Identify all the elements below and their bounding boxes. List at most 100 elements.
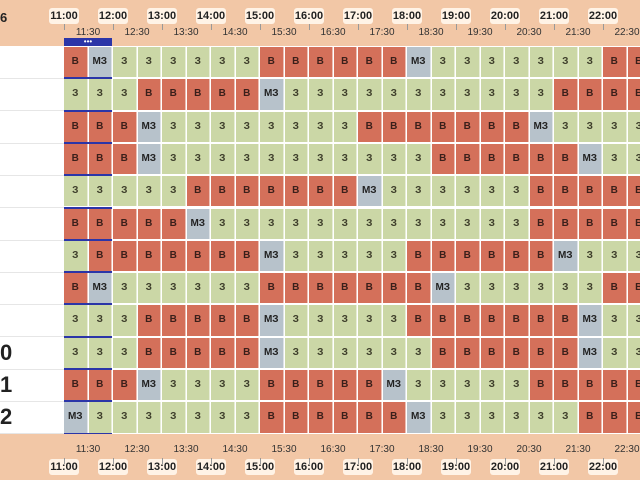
shift-cell[interactable]: В bbox=[529, 208, 553, 239]
shift-cell[interactable]: З bbox=[603, 111, 627, 142]
shift-cell[interactable]: В bbox=[627, 47, 640, 78]
shift-cell[interactable]: В bbox=[407, 273, 431, 304]
shift-cell[interactable]: МЗ bbox=[260, 240, 284, 272]
shift-cell[interactable]: З bbox=[529, 47, 553, 78]
shift-cell[interactable]: З bbox=[407, 79, 431, 110]
shift-cell[interactable]: З bbox=[358, 240, 382, 272]
shift-cell[interactable]: З bbox=[529, 402, 553, 433]
shift-cell[interactable]: З bbox=[382, 143, 406, 175]
shift-cell[interactable]: В bbox=[186, 305, 210, 336]
shift-cell[interactable]: З bbox=[186, 273, 210, 304]
shift-cell[interactable]: З bbox=[64, 305, 88, 336]
shift-cell[interactable]: З bbox=[309, 208, 333, 239]
shift-cell[interactable]: В bbox=[211, 240, 235, 272]
shift-cell[interactable]: З bbox=[358, 208, 382, 239]
shift-cell[interactable]: В bbox=[505, 305, 529, 336]
shift-cell[interactable]: З bbox=[309, 305, 333, 336]
shift-cell[interactable]: МЗ bbox=[260, 337, 284, 368]
shift-cell[interactable]: В bbox=[431, 143, 455, 175]
shift-cell[interactable]: В bbox=[186, 176, 210, 207]
shift-cell[interactable]: З bbox=[431, 208, 455, 239]
shift-cell[interactable]: З bbox=[627, 305, 640, 336]
shift-cell[interactable]: З bbox=[407, 143, 431, 175]
shift-cell[interactable]: З bbox=[162, 176, 186, 207]
shift-cell[interactable]: В bbox=[88, 370, 112, 401]
shift-cell[interactable]: В bbox=[113, 370, 137, 401]
shift-cell[interactable]: В bbox=[309, 47, 333, 78]
shift-cell[interactable]: В bbox=[603, 47, 627, 78]
shift-cell[interactable]: З bbox=[235, 402, 259, 433]
shift-cell[interactable]: З bbox=[578, 240, 602, 272]
shift-cell[interactable]: В bbox=[284, 47, 308, 78]
shift-cell[interactable]: З bbox=[358, 305, 382, 336]
shift-cell[interactable]: З bbox=[88, 337, 112, 368]
shift-cell[interactable]: З bbox=[456, 273, 480, 304]
shift-cell[interactable]: В bbox=[260, 273, 284, 304]
shift-cell[interactable]: В bbox=[235, 240, 259, 272]
shift-cell[interactable]: З bbox=[235, 143, 259, 175]
shift-cell[interactable]: МЗ bbox=[529, 111, 553, 142]
shift-cell[interactable]: З bbox=[358, 337, 382, 368]
shift-cell[interactable]: З bbox=[284, 305, 308, 336]
shift-cell[interactable]: МЗ bbox=[64, 402, 88, 433]
shift-cell[interactable]: В bbox=[578, 208, 602, 239]
shift-cell[interactable]: В bbox=[113, 143, 137, 175]
shift-cell[interactable]: В bbox=[627, 402, 640, 433]
shift-cell[interactable]: В bbox=[554, 176, 578, 207]
shift-cell[interactable]: З bbox=[627, 240, 640, 272]
shift-cell[interactable]: МЗ bbox=[137, 143, 161, 175]
shift-cell[interactable]: В bbox=[505, 337, 529, 368]
shift-cell[interactable]: В bbox=[554, 305, 578, 336]
shift-cell[interactable]: МЗ bbox=[260, 79, 284, 110]
shift-cell[interactable]: В bbox=[235, 176, 259, 207]
shift-cell[interactable]: З bbox=[505, 208, 529, 239]
shift-cell[interactable]: З bbox=[480, 47, 504, 78]
shift-cell[interactable]: В bbox=[529, 337, 553, 368]
shift-cell[interactable]: З bbox=[554, 402, 578, 433]
shift-cell[interactable]: З bbox=[382, 337, 406, 368]
shift-cell[interactable]: З bbox=[407, 370, 431, 401]
shift-cell[interactable]: З bbox=[603, 240, 627, 272]
shift-cell[interactable]: З bbox=[382, 305, 406, 336]
shift-cell[interactable]: З bbox=[456, 79, 480, 110]
shift-cell[interactable]: В bbox=[603, 402, 627, 433]
shift-cell[interactable]: З bbox=[480, 176, 504, 207]
shift-cell[interactable]: З bbox=[113, 273, 137, 304]
shift-cell[interactable]: В bbox=[431, 337, 455, 368]
shift-cell[interactable]: В bbox=[137, 305, 161, 336]
shift-cell[interactable]: МЗ bbox=[137, 111, 161, 142]
shift-cell[interactable]: З bbox=[480, 208, 504, 239]
shift-cell[interactable]: З bbox=[358, 143, 382, 175]
shift-cell[interactable]: З bbox=[578, 47, 602, 78]
shift-cell[interactable]: З bbox=[113, 305, 137, 336]
shift-cell[interactable]: З bbox=[211, 143, 235, 175]
shift-cell[interactable]: З bbox=[284, 79, 308, 110]
shift-cell[interactable]: В bbox=[113, 111, 137, 142]
shift-cell[interactable]: В bbox=[578, 79, 602, 110]
shift-cell[interactable]: З bbox=[284, 111, 308, 142]
shift-cell[interactable]: З bbox=[456, 208, 480, 239]
shift-cell[interactable]: В bbox=[358, 47, 382, 78]
shift-cell[interactable]: З bbox=[137, 273, 161, 304]
shift-cell[interactable]: З bbox=[162, 111, 186, 142]
shift-cell[interactable]: З bbox=[64, 240, 88, 272]
shift-cell[interactable]: З bbox=[113, 337, 137, 368]
shift-cell[interactable]: З bbox=[627, 337, 640, 368]
shift-cell[interactable]: В bbox=[554, 370, 578, 401]
shift-cell[interactable]: З bbox=[309, 240, 333, 272]
shift-cell[interactable]: В bbox=[456, 143, 480, 175]
shift-cell[interactable]: В bbox=[113, 240, 137, 272]
shift-cell[interactable]: З bbox=[578, 273, 602, 304]
shift-cell[interactable]: З bbox=[113, 47, 137, 78]
shift-cell[interactable]: В bbox=[235, 305, 259, 336]
shift-cell[interactable]: В bbox=[456, 305, 480, 336]
shift-cell[interactable]: МЗ bbox=[358, 176, 382, 207]
shift-cell[interactable]: З bbox=[431, 402, 455, 433]
shift-cell[interactable]: В bbox=[578, 370, 602, 401]
shift-cell[interactable]: В bbox=[309, 402, 333, 433]
shift-cell[interactable]: В bbox=[480, 240, 504, 272]
shift-cell[interactable]: В bbox=[137, 240, 161, 272]
shift-cell[interactable]: В bbox=[431, 240, 455, 272]
shift-cell[interactable]: В bbox=[64, 47, 88, 78]
shift-cell[interactable]: З bbox=[382, 176, 406, 207]
